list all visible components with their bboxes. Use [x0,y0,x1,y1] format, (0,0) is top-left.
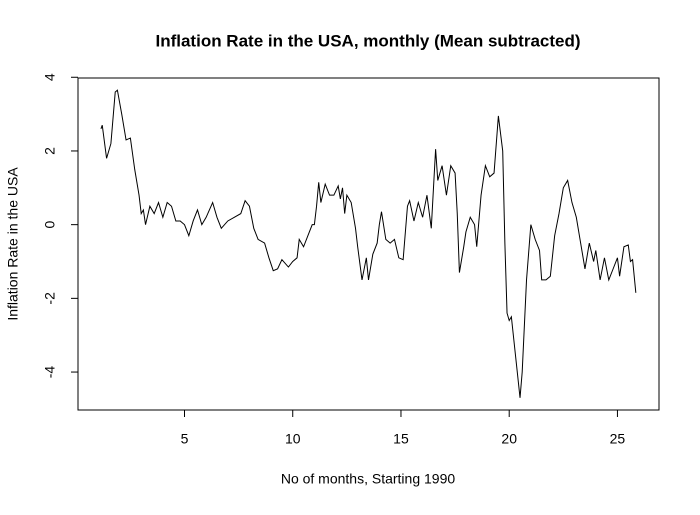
data-line [100,89,637,398]
plot-frame [77,77,660,411]
y-tick-label: -2 [42,292,58,305]
y-tick-label: 0 [42,221,58,229]
x-axis-label: No of months, Starting 1990 [281,471,456,487]
chart-title: Inflation Rate in the USA, monthly (Mean… [155,31,580,50]
y-tick-label: -4 [42,366,58,379]
x-tick-label: 5 [181,431,189,447]
x-tick-label: 15 [393,431,409,447]
y-tick-label: 4 [42,73,58,81]
x-tick-label: 20 [501,431,517,447]
x-tick-label: 25 [610,431,626,447]
x-tick-label: 10 [285,431,301,447]
y-axis-label: Inflation Rate in the USA [5,167,21,321]
y-tick-label: 2 [42,147,58,155]
